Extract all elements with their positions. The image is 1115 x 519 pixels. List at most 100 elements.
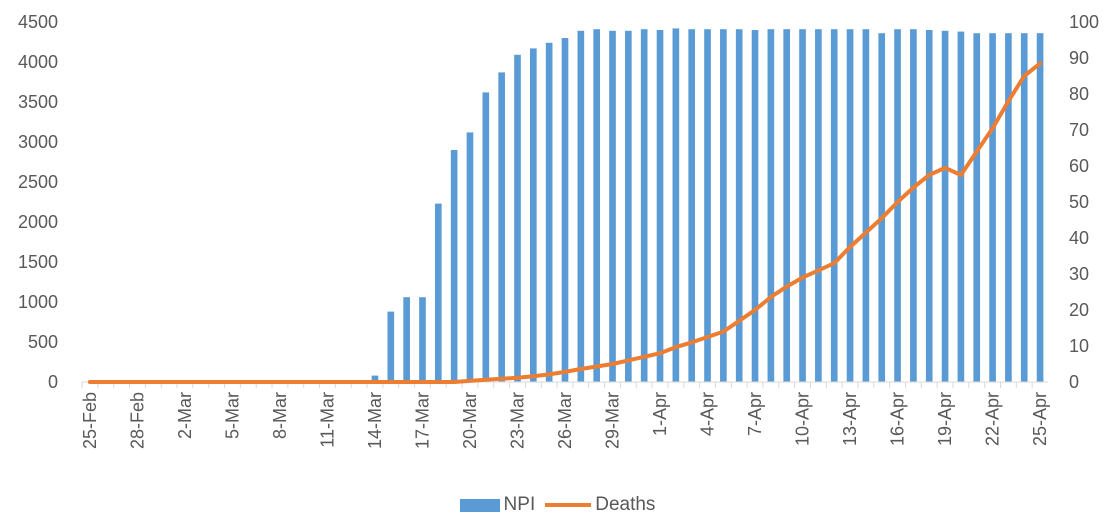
npi-bar bbox=[941, 30, 949, 383]
npi-bar bbox=[720, 29, 727, 382]
legend-item-npi: NPI bbox=[459, 494, 536, 516]
left-y-axis: 0 500 1000 1500 2000 2500 3000 3500 4000 4500 bbox=[18, 12, 58, 392]
npi-bar bbox=[735, 29, 743, 382]
npi-bar bbox=[862, 29, 870, 382]
npi-bar bbox=[1036, 33, 1044, 382]
left-y-tick-label: 500 bbox=[28, 332, 58, 352]
left-y-tick-label: 3500 bbox=[18, 92, 58, 112]
npi-bar bbox=[593, 29, 600, 382]
left-y-tick-label: 1500 bbox=[18, 252, 58, 272]
x-tick-label: 10-Apr bbox=[793, 392, 813, 446]
right-y-tick-label: 60 bbox=[1069, 156, 1089, 176]
left-y-tick-label: 2500 bbox=[18, 172, 58, 192]
npi-bar bbox=[878, 33, 886, 382]
x-axis: 25-Feb 28-Feb 2-Mar 5-Mar 8-Mar 11-Mar 14-Mar 1… bbox=[80, 382, 1050, 449]
x-tick-label: 4-Apr bbox=[698, 392, 718, 436]
npi-bar bbox=[514, 54, 521, 383]
left-y-tick-label: 4000 bbox=[18, 52, 58, 72]
npi-bar bbox=[830, 29, 838, 382]
npi-bar bbox=[419, 297, 426, 382]
npi-bar bbox=[609, 30, 616, 383]
x-tick-label: 14-Mar bbox=[365, 392, 385, 449]
npi-bar bbox=[561, 38, 569, 382]
x-tick-label: 22-Apr bbox=[983, 392, 1003, 446]
npi-bar bbox=[1005, 33, 1012, 382]
npi-bar bbox=[403, 297, 410, 382]
legend-label-npi: NPI bbox=[503, 494, 536, 515]
npi-bar bbox=[989, 33, 996, 382]
npi-bar bbox=[783, 29, 791, 382]
x-tick-label: 11-Mar bbox=[317, 392, 337, 448]
right-y-tick-label: 70 bbox=[1069, 120, 1089, 140]
deaths-swatch bbox=[545, 503, 592, 507]
npi-bar bbox=[387, 311, 395, 382]
npi-bar bbox=[751, 30, 759, 382]
x-tick-label: 19-Apr bbox=[935, 392, 955, 446]
x-tick-label: 5-Mar bbox=[222, 392, 242, 439]
x-tick-label: 26-Mar bbox=[555, 392, 575, 449]
npi-bar bbox=[704, 29, 711, 382]
npi-bar bbox=[815, 29, 822, 382]
npi-bar bbox=[846, 29, 854, 382]
left-y-tick-label: 4500 bbox=[18, 12, 58, 32]
x-tick-label: 16-Apr bbox=[888, 392, 908, 446]
npi-bar bbox=[656, 30, 664, 382]
npi-bar bbox=[530, 48, 537, 383]
x-tick-label: 13-Apr bbox=[840, 392, 860, 446]
npi-bar bbox=[767, 29, 775, 382]
npi-bar bbox=[577, 30, 585, 383]
x-tick-label: 28-Feb bbox=[127, 392, 147, 449]
right-y-tick-label: 40 bbox=[1069, 228, 1089, 248]
npi-bar bbox=[957, 31, 965, 382]
x-tick-label: 2-Mar bbox=[175, 392, 195, 439]
left-y-tick-label: 1000 bbox=[18, 292, 58, 312]
right-y-tick-label: 0 bbox=[1069, 372, 1079, 392]
npi-bar bbox=[688, 29, 696, 382]
npi-bar bbox=[910, 29, 917, 382]
x-tick-label: 29-Mar bbox=[603, 392, 623, 449]
right-y-tick-label: 100 bbox=[1069, 12, 1099, 32]
npi-bar bbox=[371, 375, 379, 382]
npi-bar bbox=[973, 33, 981, 382]
left-y-tick-label: 3000 bbox=[18, 132, 58, 152]
npi-swatch bbox=[459, 498, 500, 512]
npi-bar bbox=[450, 150, 458, 382]
x-tick-label: 1-Apr bbox=[650, 392, 670, 436]
npi-bar bbox=[640, 29, 648, 382]
x-tick-label: 7-Apr bbox=[745, 392, 765, 436]
right-y-tick-label: 20 bbox=[1069, 300, 1089, 320]
left-y-tick-label: 0 bbox=[48, 372, 58, 392]
deaths-line-series bbox=[87, 61, 1043, 384]
npi-bar bbox=[466, 132, 474, 382]
npi-bar bbox=[894, 29, 901, 382]
npi-bar bbox=[672, 28, 680, 383]
npi-bar bbox=[1020, 33, 1028, 382]
right-y-tick-label: 10 bbox=[1069, 336, 1089, 356]
combo-chart: 0 500 1000 1500 2000 2500 3000 3500 4000 4500 0 10… bbox=[18, 12, 1099, 449]
npi-bar bbox=[925, 30, 933, 382]
right-y-tick-label: 80 bbox=[1069, 84, 1089, 104]
legend-label-deaths: Deaths bbox=[595, 494, 656, 515]
npi-bar bbox=[498, 72, 505, 383]
deaths-line bbox=[87, 61, 1043, 384]
npi-bars bbox=[371, 28, 1044, 383]
x-tick-label: 8-Mar bbox=[270, 392, 290, 439]
right-y-tick-label: 50 bbox=[1069, 192, 1089, 212]
npi-bar bbox=[625, 30, 632, 383]
right-y-tick-label: 90 bbox=[1069, 48, 1089, 68]
npi-bar bbox=[434, 203, 442, 382]
x-tick-label: 17-Mar bbox=[412, 392, 432, 449]
npi-bar bbox=[482, 92, 490, 383]
x-tick-label: 20-Mar bbox=[460, 392, 480, 449]
x-tick-label: 25-Feb bbox=[80, 392, 100, 449]
legend: NPI Deaths bbox=[0, 494, 1115, 516]
x-tick-label: 25-Apr bbox=[1030, 392, 1050, 446]
legend-item-deaths: Deaths bbox=[545, 494, 655, 516]
npi-bar bbox=[545, 42, 553, 383]
right-y-tick-label: 30 bbox=[1069, 264, 1089, 284]
npi-bar bbox=[799, 29, 806, 382]
right-y-axis: 0 10 20 30 40 50 60 70 80 90 100 bbox=[1069, 12, 1099, 392]
left-y-tick-label: 2000 bbox=[18, 212, 58, 232]
x-tick-label: 23-Mar bbox=[507, 392, 527, 449]
